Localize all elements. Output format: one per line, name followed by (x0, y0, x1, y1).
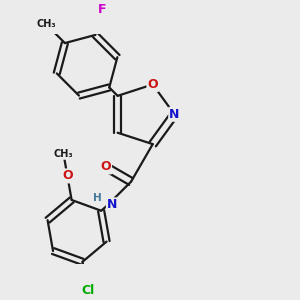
Text: O: O (147, 78, 158, 91)
Text: CH₃: CH₃ (36, 20, 56, 29)
Text: N: N (107, 198, 117, 211)
Text: O: O (62, 169, 73, 182)
Text: H: H (93, 193, 102, 203)
Text: N: N (169, 108, 180, 121)
Text: Cl: Cl (81, 284, 94, 297)
Text: F: F (98, 3, 106, 16)
Text: O: O (100, 160, 111, 173)
Text: CH₃: CH₃ (54, 149, 73, 159)
